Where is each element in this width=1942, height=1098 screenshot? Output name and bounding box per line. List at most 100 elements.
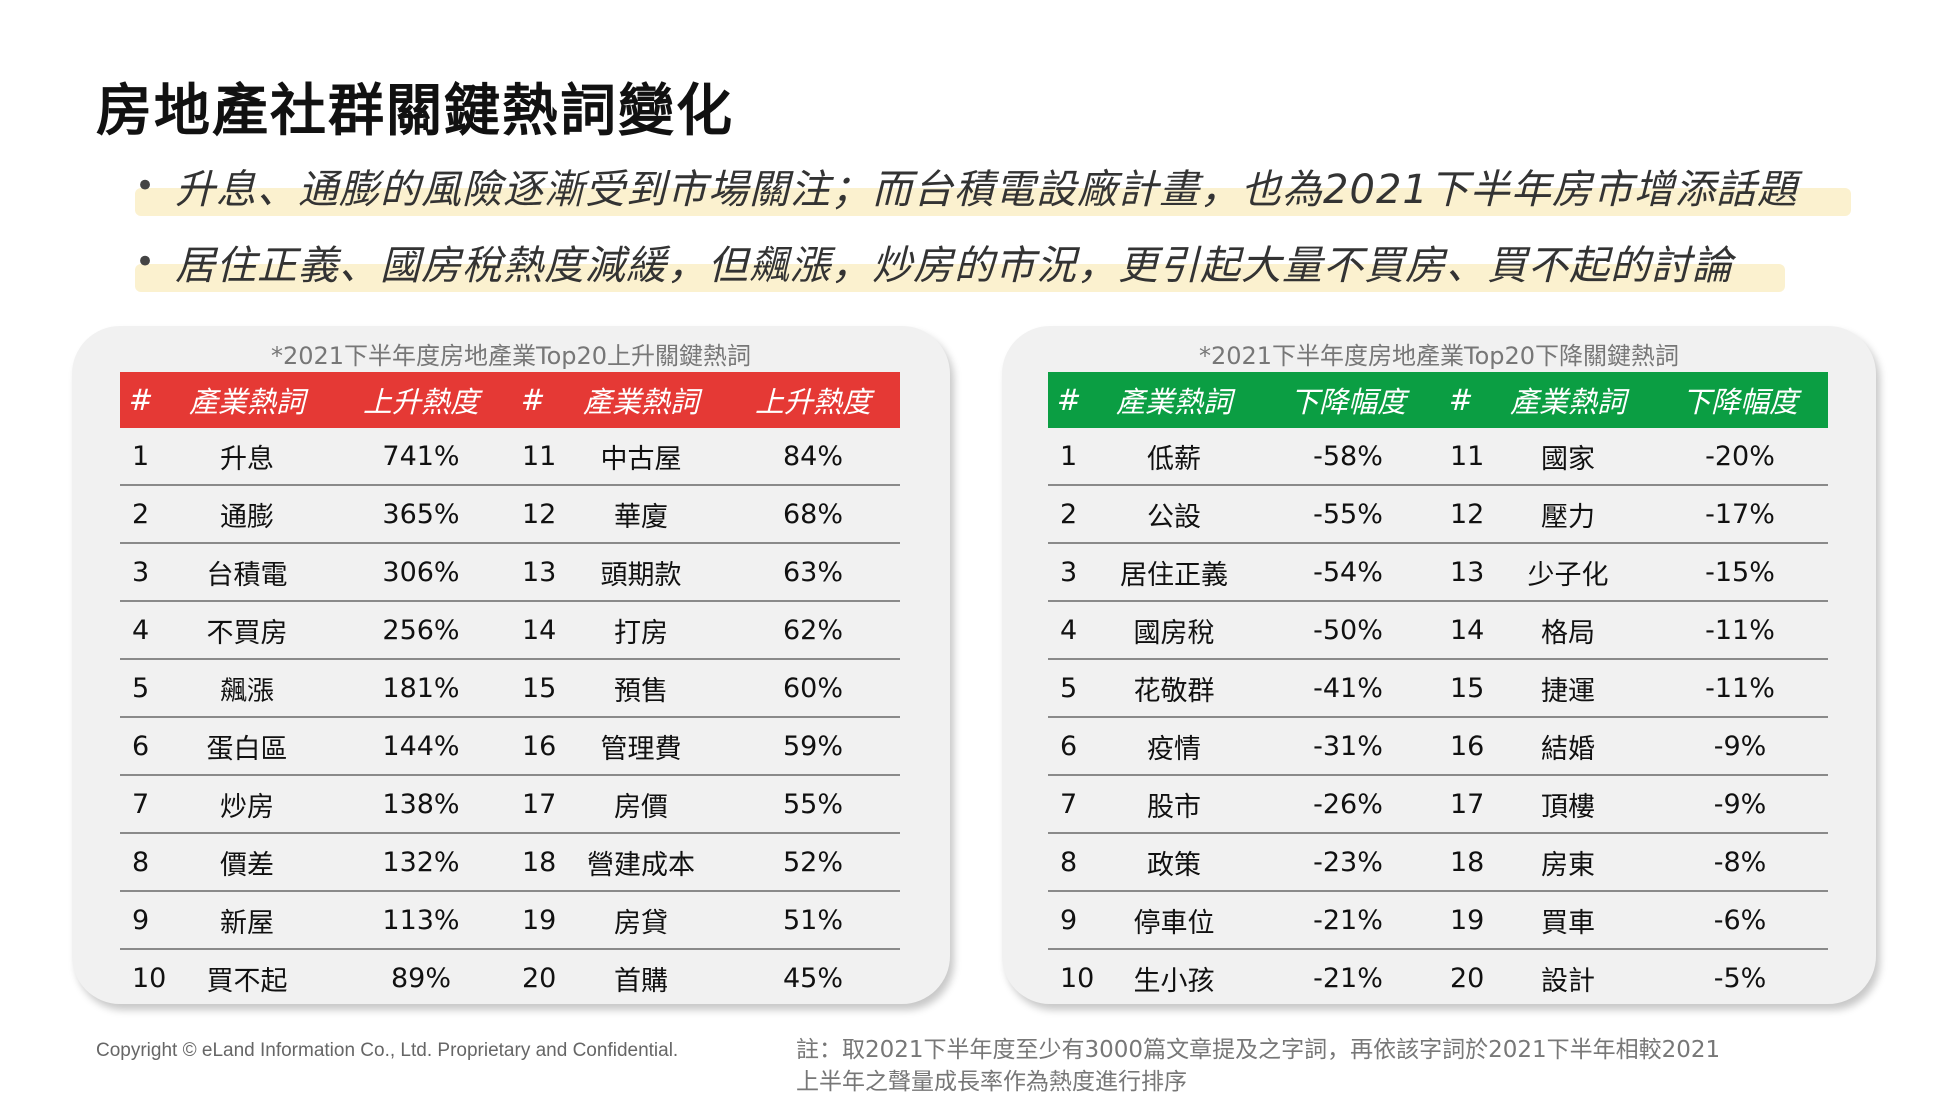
methodology-note: 註：取2021下半年度至少有3000篇文章提及之字詞，再依該字詞於2021下半年… [796,1037,1721,1095]
table-header-row: # 產業熱詞 下降幅度 # 產業熱詞 下降幅度 [1048,372,1828,428]
rising-keywords-table: # 產業熱詞 上升熱度 # 產業熱詞 上升熱度 1 升息 741% 11 中古屋 84% 2 通膨 365… [120,372,900,1006]
cell-rank: 13 [1438,543,1484,602]
cell-keyword: 格局 [1484,601,1652,660]
cell-rank: 13 [510,543,556,602]
cell-change: 60% [726,659,900,718]
rising-caption: *2021下半年度房地產業Top20上升關鍵熱詞 [270,342,752,370]
cell-keyword: 買不起 [206,965,288,997]
cell-rank: 19 [510,891,556,950]
cell-change: 144% [332,717,510,776]
cell-keyword: 生小孩 [1133,965,1215,997]
cell-rank: 7 [120,775,162,834]
cell-keyword: 營建成本 [556,833,726,892]
cell-keyword: 買車 [1484,891,1652,950]
cell-keyword: 國家 [1484,428,1652,486]
cell-change: -54% [1258,543,1438,602]
cell-keyword: 股市 [1090,775,1258,834]
table-row: 3 台積電 306% 13 頭期款 63% [120,543,900,602]
column-header-change: 上升熱度 [726,372,900,428]
cell-keyword: 飆漲 [162,659,332,718]
cell-keyword: 花敬群 [1090,659,1258,718]
cell-change: 63% [726,543,900,602]
table-header-row: # 產業熱詞 上升熱度 # 產業熱詞 上升熱度 [120,372,900,428]
cell-rank: 4 [120,601,162,660]
cell-rank: 3 [1048,543,1090,602]
cell-keyword: 壓力 [1484,485,1652,544]
cell-keyword: 頂樓 [1484,775,1652,834]
cell-change: -8% [1652,833,1828,892]
cell-rank: 1 [120,428,162,486]
cell-keyword: 低薪 [1090,428,1258,486]
cell-change: -50% [1258,601,1438,660]
cell-keyword: 首購 [614,965,668,997]
cell-rank: 12 [510,485,556,544]
cell-rank: 9 [120,891,162,950]
bullet-text: 居住正義、國房稅熱度減緩，但飆漲，炒房的市況，更引起大量不買房、買不起的討論 [175,243,1734,289]
cell-rank: 10 [1060,962,1095,994]
cell-change: -5% [1713,962,1767,994]
cell-rank: 7 [1048,775,1090,834]
cell-keyword: 設計 [1541,965,1595,997]
cell-change: 68% [726,485,900,544]
cell-rank: 4 [1048,601,1090,660]
cell-rank: 6 [120,717,162,776]
cell-keyword: 停車位 [1090,891,1258,950]
cell-keyword: 新屋 [162,891,332,950]
cell-change: 365% [332,485,510,544]
cell-change: 51% [726,891,900,950]
cell-keyword: 捷運 [1484,659,1652,718]
table-row: 3 居住正義 -54% 13 少子化 -15% [1048,543,1828,602]
cell-rank: 2 [1048,485,1090,544]
column-header-rank: # [120,372,162,428]
column-header-keyword: 產業熱詞 [556,372,726,428]
cell-change: 45% [782,962,843,994]
cell-rank: 20 [1450,962,1485,994]
cell-rank: 1 [1048,428,1090,486]
cell-rank: 6 [1048,717,1090,776]
cell-rank: 8 [120,833,162,892]
falling-keywords-table: # 產業熱詞 下降幅度 # 產業熱詞 下降幅度 1 低薪 -58% 11 國家 -20% 2 公設 -55… [1048,372,1828,1006]
rising-keywords-panel: *2021下半年度房地產業Top20上升關鍵熱詞 # 產業熱詞 上升熱度 # 產業熱詞上… [72,326,950,1004]
cell-change: -9% [1652,775,1828,834]
cell-rank: 15 [510,659,556,718]
table-row: 10 生小孩 -21% 20 設計 -5% [1048,949,1828,1006]
column-header-keyword: 產業熱詞 [162,372,332,428]
cell-change: -9% [1652,717,1828,776]
cell-change: -6% [1652,891,1828,950]
cell-keyword: 升息 [162,428,332,486]
cell-change: 306% [332,543,510,602]
cell-keyword: 台積電 [162,543,332,602]
column-header-rank: # [1438,372,1484,428]
cell-keyword: 管理費 [556,717,726,776]
cell-keyword: 房貸 [556,891,726,950]
table-row: 5 花敬群 -41% 15 捷運 -11% [1048,659,1828,718]
cell-rank: 17 [1438,775,1484,834]
cell-change: -11% [1652,659,1828,718]
cell-change: -11% [1652,601,1828,660]
bullet-point: • 居住正義、國房稅熱度減緩，但飆漲，炒房的市況，更引起大量不買房、買不起的討論 [135,232,1785,292]
cell-change: -21% [1313,962,1383,994]
cell-change: -58% [1258,428,1438,486]
cell-keyword: 居住正義 [1090,543,1258,602]
bullet-dot-icon: • [135,242,156,282]
cell-keyword: 華廈 [556,485,726,544]
cell-rank: 16 [1438,717,1484,776]
cell-keyword: 不買房 [162,601,332,660]
cell-rank: 17 [510,775,556,834]
cell-change: 62% [726,601,900,660]
column-header-change: 下降幅度 [1652,372,1828,428]
cell-rank: 10 [132,962,167,994]
table-row: 8 價差 132% 18 營建成本 52% [120,833,900,892]
cell-keyword: 蛋白區 [162,717,332,776]
table-row: 10 買不起 89% 20 首購 45% [120,949,900,1006]
cell-change: 52% [726,833,900,892]
bullet-text: 升息、通膨的風險逐漸受到市場關注；而台積電設廠計畫，也為2021下半年房市增添話… [175,167,1798,213]
cell-rank: 3 [120,543,162,602]
cell-keyword: 炒房 [162,775,332,834]
cell-rank: 11 [1438,428,1484,486]
cell-rank: 19 [1438,891,1484,950]
cell-rank: 5 [120,659,162,718]
column-header-change: 上升熱度 [332,372,510,428]
cell-rank: 12 [1438,485,1484,544]
cell-rank: 14 [1438,601,1484,660]
